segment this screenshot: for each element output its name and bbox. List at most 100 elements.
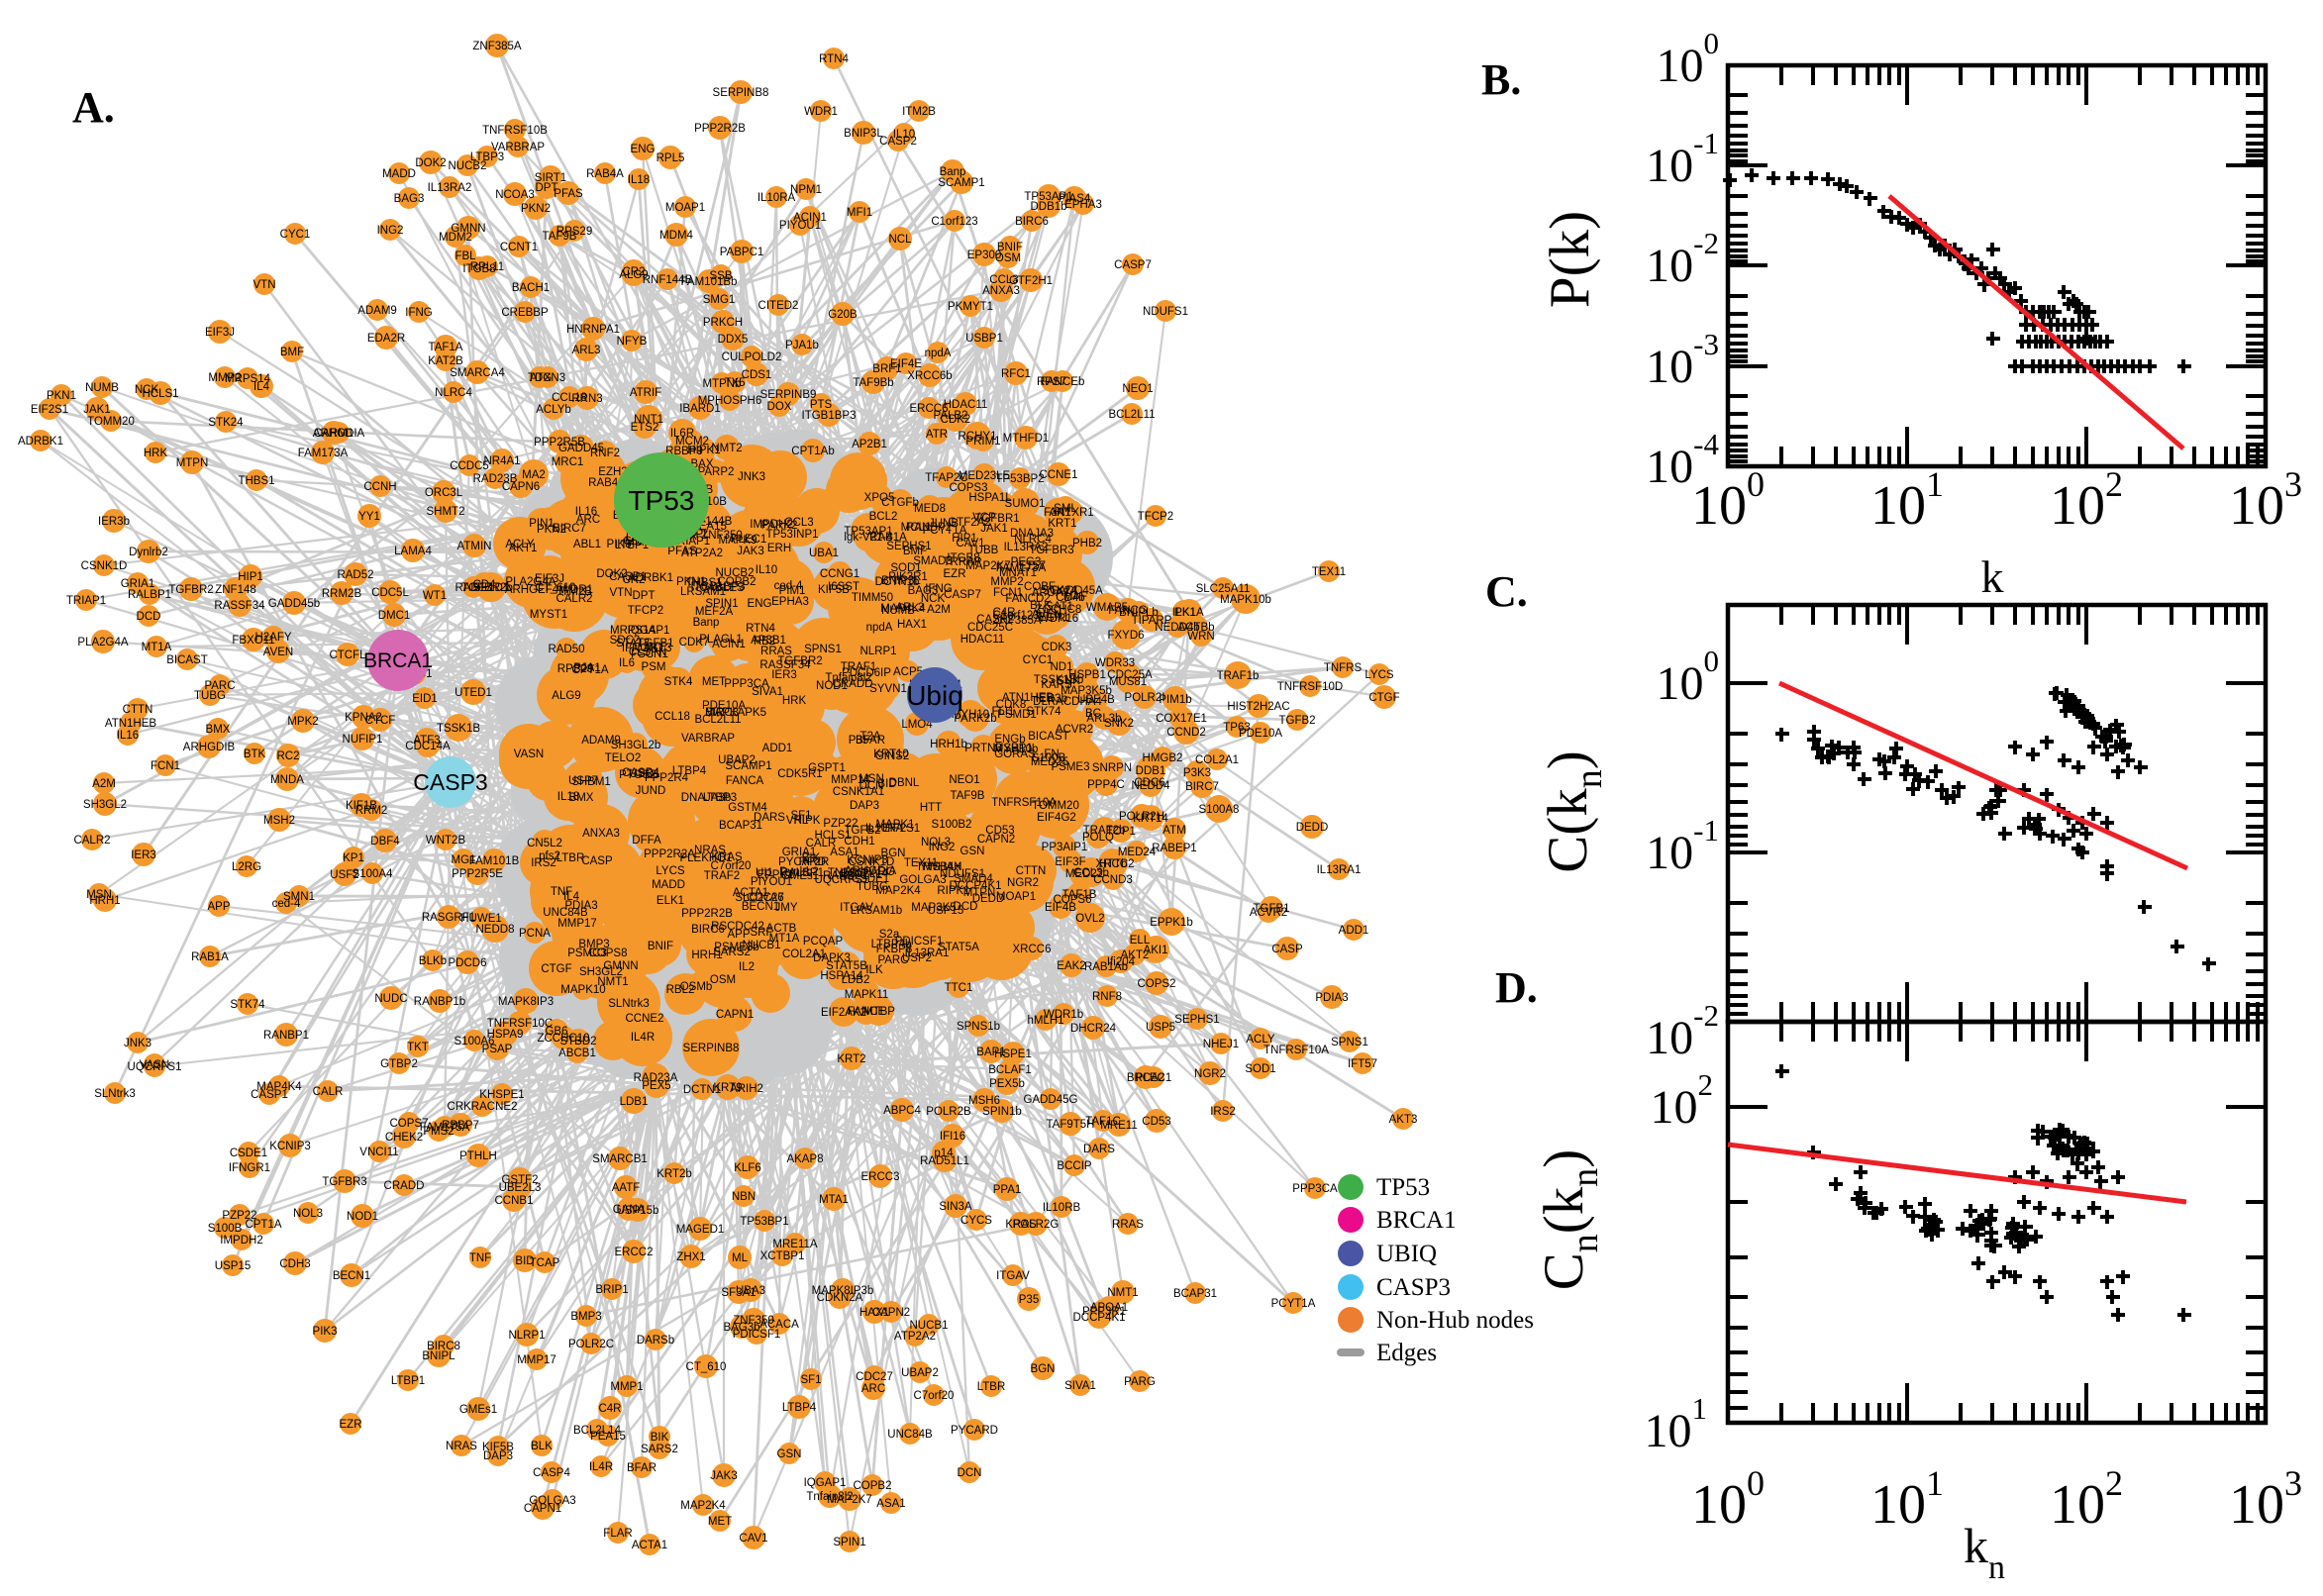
svg-text:LTBP4: LTBP4	[672, 765, 707, 777]
svg-text:DPT: DPT	[633, 590, 656, 602]
svg-text:IL13RA2: IL13RA2	[428, 182, 472, 194]
svg-text:SARS2: SARS2	[641, 1444, 678, 1455]
svg-text:TUBB: TUBB	[968, 545, 999, 556]
svg-text:PZP22: PZP22	[823, 818, 858, 830]
svg-text:SUMO1: SUMO1	[1005, 498, 1046, 510]
svg-text:CDH3: CDH3	[279, 1258, 310, 1270]
svg-text:TNF: TNF	[469, 1252, 491, 1264]
svg-text:MAPK9: MAPK9	[719, 535, 758, 547]
svg-text:TOMM20: TOMM20	[1032, 800, 1079, 812]
svg-text:ATRIF: ATRIF	[630, 387, 661, 399]
svg-text:USBP1: USBP1	[965, 333, 1003, 345]
svg-text:GTF2A2: GTF2A2	[948, 517, 990, 529]
svg-text:APP: APP	[207, 901, 230, 913]
svg-text:CASP1: CASP1	[251, 1089, 288, 1101]
svg-text:CPT1A: CPT1A	[571, 664, 608, 676]
svg-text:TEX11: TEX11	[904, 857, 938, 869]
svg-text:JAK3: JAK3	[710, 1470, 738, 1482]
svg-text:PPP4C: PPP4C	[1087, 779, 1125, 791]
svg-text:PYCARD: PYCARD	[951, 1425, 998, 1437]
svg-text:CTCFL: CTCFL	[329, 649, 366, 661]
svg-text:IL18: IL18	[557, 791, 579, 803]
svg-text:MAP3K5: MAP3K5	[911, 902, 956, 914]
svg-text:IL4R: IL4R	[631, 1032, 655, 1044]
svg-text:NDUFS1: NDUFS1	[940, 868, 985, 880]
svg-text:IL6: IL6	[619, 657, 635, 669]
svg-text:POLR2I: POLR2I	[1125, 692, 1165, 704]
svg-text:PHB2: PHB2	[1072, 538, 1102, 549]
svg-text:C(kn): C(kn)	[1537, 750, 1610, 872]
svg-text:KIF5B: KIF5B	[818, 584, 850, 596]
svg-text:RNF144B: RNF144B	[643, 274, 693, 286]
svg-text:RIPK1: RIPK1	[937, 885, 969, 897]
svg-text:STK4: STK4	[664, 676, 693, 688]
svg-text:C4R: C4R	[598, 1403, 621, 1415]
svg-text:SF1: SF1	[800, 1374, 821, 1386]
svg-text:NUCB2: NUCB2	[449, 160, 487, 172]
svg-text:RPL5: RPL5	[656, 152, 685, 164]
svg-text:COPS3: COPS3	[950, 482, 988, 494]
svg-text:STK74: STK74	[230, 999, 265, 1011]
svg-text:CCL3: CCL3	[784, 517, 813, 529]
svg-text:STBD2: STBD2	[559, 1036, 596, 1047]
svg-text:CSNK1D: CSNK1D	[81, 560, 128, 572]
svg-text:TAF1A: TAF1A	[429, 342, 463, 353]
svg-text:KRT2b: KRT2b	[656, 1168, 692, 1180]
svg-text:USP15b: USP15b	[617, 1205, 659, 1217]
svg-text:FANCD2: FANCD2	[1005, 593, 1050, 605]
svg-text:ITM2B: ITM2B	[558, 586, 592, 598]
svg-text:NUMB: NUMB	[85, 382, 119, 394]
svg-text:SSB: SSB	[709, 270, 732, 282]
svg-text:BAP1: BAP1	[976, 1047, 1005, 1058]
svg-text:GMEs1: GMEs1	[459, 1404, 497, 1416]
svg-text:ABCB1: ABCB1	[558, 1047, 596, 1059]
svg-text:MAPK10b: MAPK10b	[1220, 594, 1271, 606]
svg-text:BCL2L14: BCL2L14	[841, 868, 889, 880]
svg-text:ITGAV: ITGAV	[840, 902, 873, 914]
svg-text:RASSF34: RASSF34	[214, 600, 265, 612]
svg-text:ATM: ATM	[1162, 825, 1185, 837]
svg-text:SIVA1: SIVA1	[1064, 1380, 1096, 1392]
svg-text:ced-4: ced-4	[272, 898, 301, 910]
svg-text:NUCB2: NUCB2	[716, 567, 755, 579]
svg-text:CASP7: CASP7	[944, 589, 981, 601]
svg-text:RAD52: RAD52	[337, 569, 373, 581]
svg-text:RAB4A: RAB4A	[586, 168, 624, 180]
svg-text:MTPN: MTPN	[176, 457, 209, 469]
svg-text:COPS2: COPS2	[1138, 978, 1176, 990]
svg-text:HIP1: HIP1	[952, 533, 977, 545]
svg-text:GSTF2: GSTF2	[501, 1174, 538, 1186]
svg-text:PIM1: PIM1	[779, 585, 806, 597]
svg-text:PABPC1: PABPC1	[720, 247, 764, 258]
svg-text:MRE11A: MRE11A	[772, 1239, 817, 1250]
svg-text:NBN: NBN	[732, 1191, 756, 1203]
svg-text:SPIN1: SPIN1	[833, 1537, 865, 1548]
svg-text:ANXA3: ANXA3	[582, 828, 620, 840]
svg-text:UQCRFS1: UQCRFS1	[815, 874, 869, 886]
svg-text:MADD: MADD	[652, 879, 685, 891]
svg-text:C4R: C4R	[992, 607, 1015, 619]
svg-text:PZP22: PZP22	[222, 1210, 256, 1222]
svg-text:BTK: BTK	[244, 748, 266, 760]
svg-text:ATN1HEB: ATN1HEB	[105, 718, 157, 730]
svg-text:UNC84B: UNC84B	[887, 1429, 933, 1441]
svg-text:C7orf20: C7orf20	[914, 1390, 955, 1402]
svg-text:ATMIN: ATMIN	[457, 541, 492, 552]
svg-text:DMC1: DMC1	[378, 610, 411, 622]
svg-text:ZNF385A: ZNF385A	[472, 41, 522, 52]
svg-text:GADD45A: GADD45A	[1050, 585, 1103, 597]
svg-text:ZHX1: ZHX1	[676, 1251, 705, 1263]
svg-text:k: k	[1981, 551, 2004, 602]
svg-text:BIRC8: BIRC8	[427, 1341, 460, 1352]
svg-text:MCM2: MCM2	[675, 436, 709, 448]
svg-text:hMLH1: hMLH1	[1027, 1015, 1063, 1027]
svg-text:WT1: WT1	[423, 590, 447, 602]
svg-text:CASP2: CASP2	[879, 136, 917, 148]
svg-text:CALR: CALR	[313, 1086, 344, 1098]
svg-text:NEDD8: NEDD8	[476, 924, 515, 936]
svg-text:WDR33: WDR33	[1095, 657, 1135, 669]
svg-text:ARC: ARC	[576, 514, 600, 526]
svg-text:P(k): P(k)	[1539, 211, 1601, 308]
svg-text:UI1: UI1	[756, 867, 773, 879]
svg-text:OSM: OSM	[995, 252, 1021, 264]
